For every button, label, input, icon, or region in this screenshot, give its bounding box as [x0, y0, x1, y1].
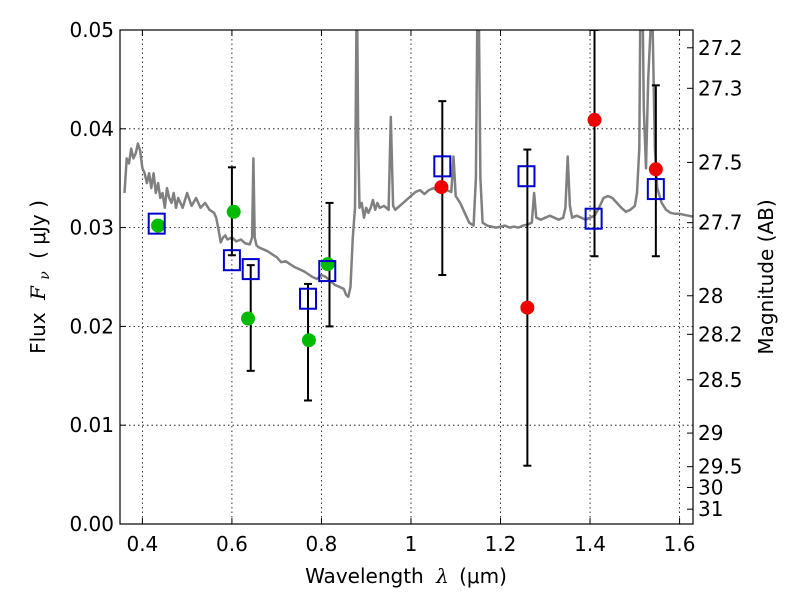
model-square-marker: [433, 155, 452, 178]
magnitude-tick-label: 28.5: [698, 368, 743, 392]
x-tick-label: 1: [405, 532, 418, 556]
y-tick-label: 0.03: [69, 216, 114, 240]
plot-area: [123, 30, 693, 467]
magnitude-tick-label: 29: [698, 421, 723, 445]
model-square-marker: [646, 178, 665, 201]
magnitude-tick-label: 31: [698, 497, 723, 521]
y-tick-label: 0.04: [69, 117, 114, 141]
magnitude-tick-label: 27.2: [698, 36, 743, 60]
axis-ticks: 0.4 0.6 0.8 1 1.2 1.4 1.6 0.00 0.01 0.02 0.03 0.04 0…: [69, 18, 742, 556]
y-tick-label: 0.01: [69, 413, 114, 437]
x-axis-label: Wavelength λ (μm): [305, 564, 507, 588]
y-tick-label: 0.05: [69, 18, 114, 42]
x-tick-label: 0.8: [306, 532, 338, 556]
magnitude-tick-label: 27.5: [698, 150, 743, 174]
model-square-marker: [241, 258, 260, 281]
red-data-point: [648, 162, 663, 177]
x-tick-label: 0.4: [126, 532, 158, 556]
green-data-point: [301, 333, 316, 348]
magnitude-tick-label: 30: [698, 475, 723, 499]
x-tick-label: 1.6: [664, 532, 696, 556]
green-data-point: [320, 257, 335, 272]
magnitude-tick-label: 27.3: [698, 76, 743, 100]
model-square-marker: [147, 212, 166, 235]
magnitude-tick-label: 28.2: [698, 322, 743, 346]
y-axis-label: Flux F ν ( μJy ): [26, 200, 54, 354]
x-tick-label: 1.4: [574, 532, 606, 556]
red-data-point: [587, 112, 602, 127]
model-square-marker: [318, 260, 337, 283]
y2-axis-label: Magnitude (AB): [754, 199, 778, 354]
plot-frame: [119, 29, 694, 525]
x-tick-label: 0.6: [216, 532, 248, 556]
y-tick-label: 0.02: [69, 314, 114, 338]
red-data-point: [520, 300, 535, 315]
x-tick-label: 1.2: [485, 532, 517, 556]
model-square-marker: [299, 287, 318, 310]
green-data-point: [151, 218, 166, 233]
magnitude-tick-label: 28: [698, 284, 723, 308]
green-data-point: [241, 311, 256, 326]
model-spectrum-line: [123, 30, 693, 299]
magnitude-tick-label: 29.5: [698, 455, 743, 479]
green-data-point: [226, 204, 241, 219]
model-square-marker: [222, 249, 241, 272]
model-square-marker: [584, 207, 603, 230]
model-square-marker: [517, 165, 536, 188]
red-data-point: [434, 180, 449, 195]
y-tick-label: 0.00: [69, 512, 114, 536]
magnitude-tick-label: 27.7: [698, 211, 743, 235]
